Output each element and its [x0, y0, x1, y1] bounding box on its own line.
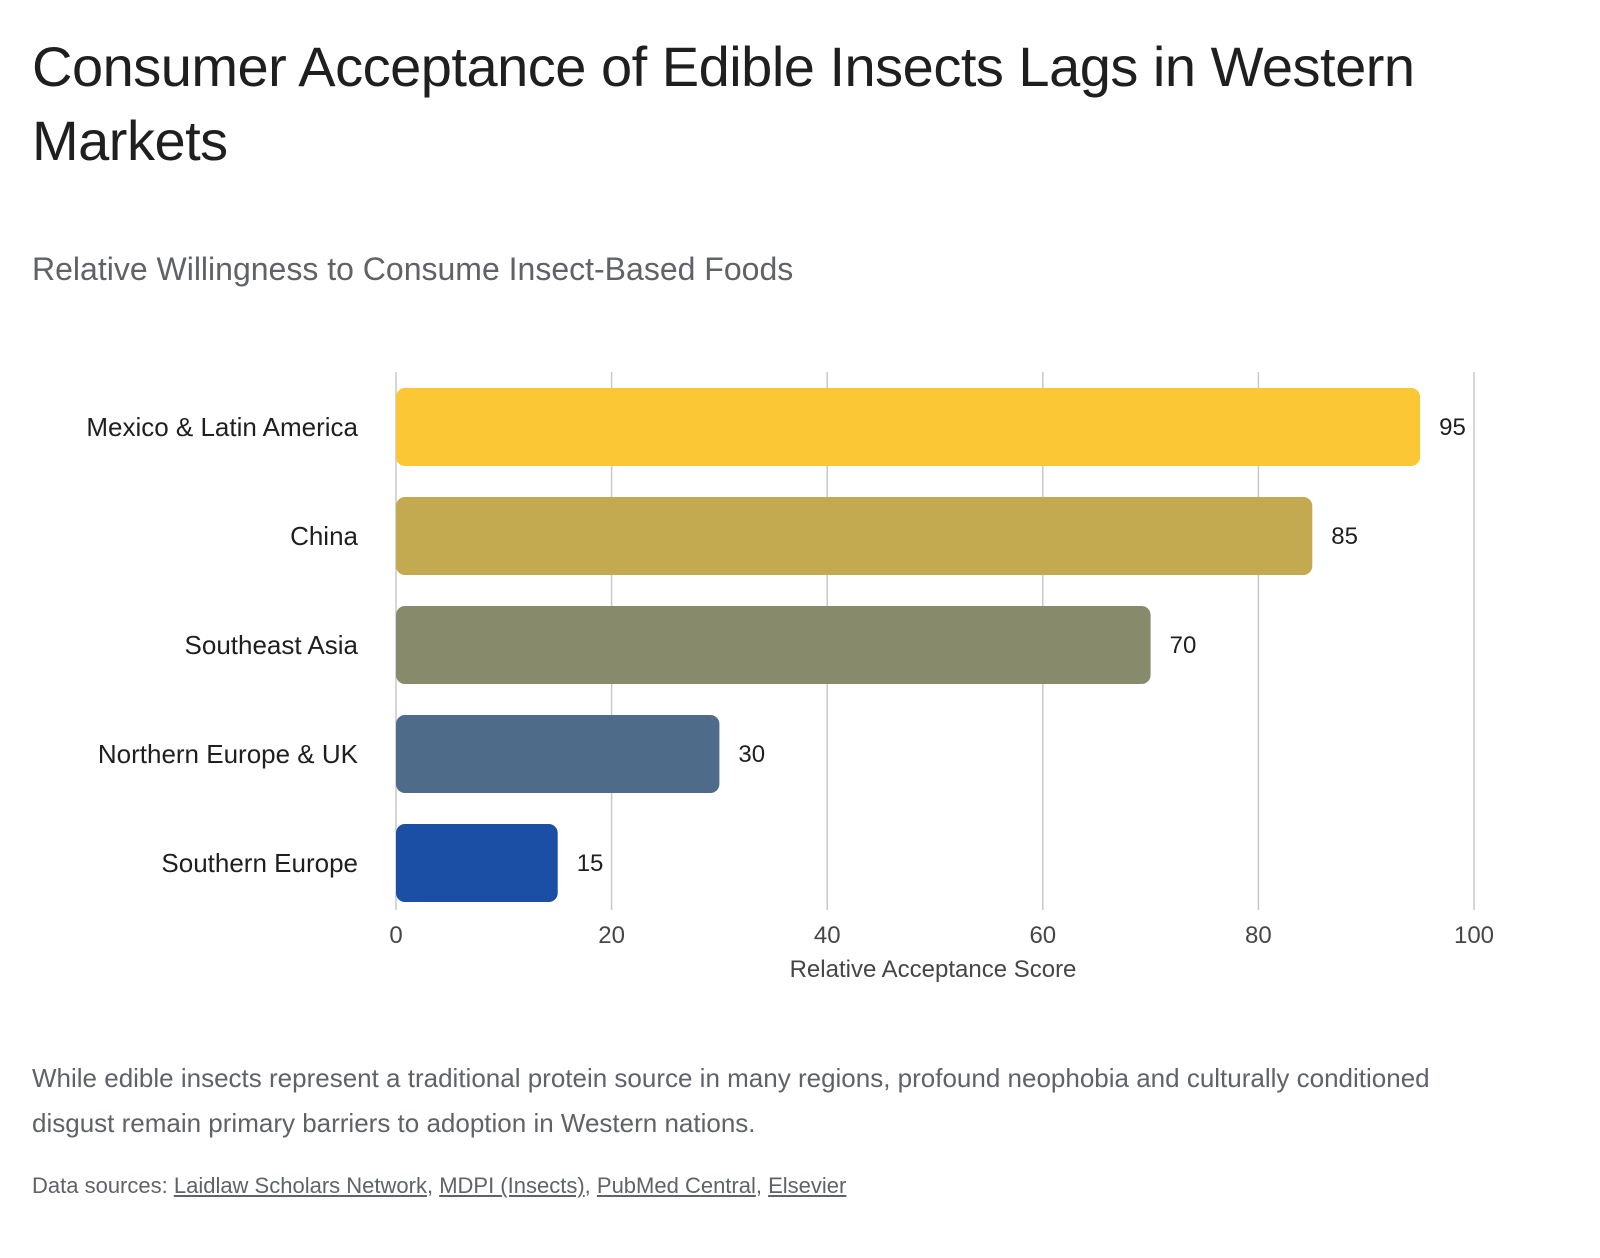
bar [396, 606, 1151, 684]
value-label: 95 [1439, 414, 1466, 441]
bar [396, 824, 558, 902]
value-label: 85 [1331, 523, 1358, 550]
x-axis-label: Relative Acceptance Score [790, 956, 1077, 983]
category-label: Southeast Asia [185, 630, 359, 660]
source-link-mdpi[interactable]: MDPI (Insects) [439, 1173, 585, 1198]
bar [396, 497, 1313, 575]
source-link-laidlaw[interactable]: Laidlaw Scholars Network [173, 1173, 427, 1198]
category-label: China [290, 521, 358, 551]
x-tick-label: 60 [1029, 922, 1056, 949]
category-label: Southern Europe [161, 848, 358, 878]
x-tick-label: 100 [1454, 922, 1494, 949]
x-tick-label: 40 [814, 922, 841, 949]
sources-prefix: Data sources: [32, 1173, 174, 1198]
value-labels: 95 85 70 30 15 [577, 414, 1466, 877]
category-label: Northern Europe & UK [98, 739, 359, 769]
bars [396, 388, 1421, 902]
value-label: 30 [738, 741, 765, 768]
data-sources: Data sources: Laidlaw Scholars Network, … [32, 1173, 847, 1198]
bar [396, 715, 720, 793]
x-tick-label: 20 [598, 922, 625, 949]
x-axis-ticks: 0 20 40 60 80 100 [389, 922, 1494, 949]
chart-description: While edible insects represent a traditi… [32, 1063, 1430, 1138]
page-title: Consumer Acceptance of Edible Insects La… [32, 35, 1415, 172]
category-labels: Mexico & Latin America China Southeast Asi… [86, 412, 358, 878]
category-label: Mexico & Latin America [86, 412, 358, 442]
source-link-elsevier[interactable]: Elsevier [768, 1173, 847, 1198]
value-label: 15 [577, 850, 604, 877]
chart-subtitle: Relative Willingness to Consume Insect-B… [32, 251, 794, 287]
value-label: 70 [1170, 632, 1197, 659]
source-link-pubmed[interactable]: PubMed Central [596, 1173, 756, 1198]
bar [396, 388, 1421, 466]
bar-chart: Mexico & Latin America China Southeast Asi… [86, 372, 1494, 983]
x-tick-label: 80 [1245, 922, 1272, 949]
x-tick-label: 0 [389, 922, 402, 949]
